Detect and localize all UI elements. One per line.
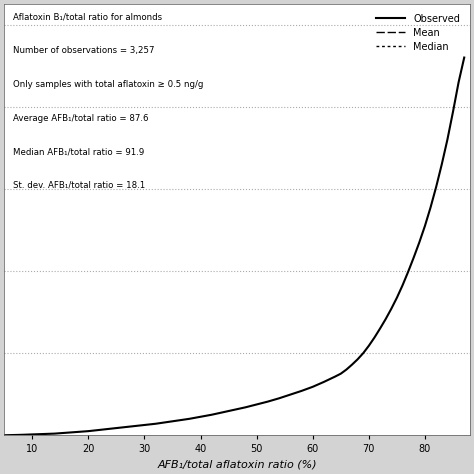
Observed	[461, 55, 467, 60]
Text: Aflatoxin B₁/total ratio for almonds: Aflatoxin B₁/total ratio for almonds	[13, 13, 163, 22]
Text: St. dev. AFB₁/total ratio = 18.1: St. dev. AFB₁/total ratio = 18.1	[13, 181, 146, 190]
Observed	[344, 367, 349, 373]
Observed	[164, 419, 170, 425]
Line: Observed: Observed	[4, 57, 464, 435]
X-axis label: AFB₁/total aflatoxin ratio (%): AFB₁/total aflatoxin ratio (%)	[157, 460, 317, 470]
Observed	[338, 371, 344, 376]
Observed	[355, 356, 360, 362]
Text: Number of observations = 3,257: Number of observations = 3,257	[13, 46, 155, 55]
Legend: Observed, Mean, Median: Observed, Mean, Median	[372, 9, 465, 56]
Observed	[428, 205, 433, 210]
Text: Only samples with total aflatoxin ≥ 0.5 ng/g: Only samples with total aflatoxin ≥ 0.5 …	[13, 80, 204, 89]
Text: Average AFB₁/total ratio = 87.6: Average AFB₁/total ratio = 87.6	[13, 114, 149, 123]
Observed	[394, 295, 400, 301]
Observed	[1, 432, 7, 438]
Text: Median AFB₁/total ratio = 91.9: Median AFB₁/total ratio = 91.9	[13, 147, 145, 156]
